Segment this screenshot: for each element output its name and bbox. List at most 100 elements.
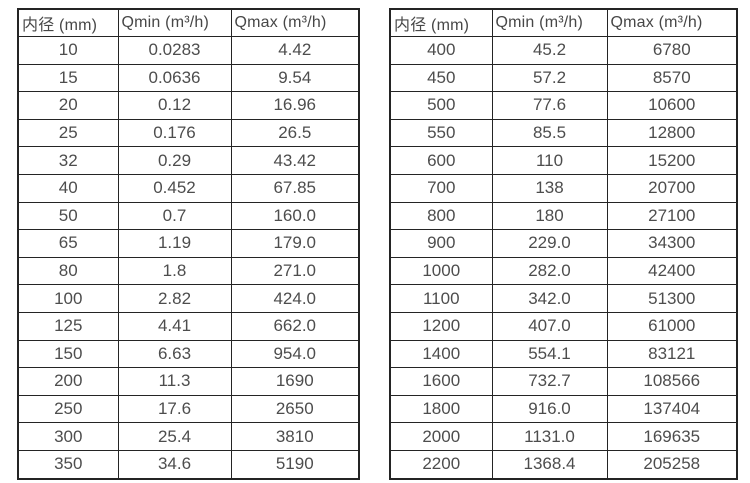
table-row: 20 0.12 16.96 bbox=[17, 91, 360, 120]
flow-table-large-diameters: 内径 (mm) Qmin (m³/h) Qmax (m³/h) 400 45.2 6… bbox=[389, 8, 738, 480]
table-cell: 50 bbox=[17, 201, 119, 231]
table-cell: 554.1 bbox=[491, 339, 608, 369]
table-cell: 80 bbox=[17, 256, 119, 286]
table-row: 600 110 15200 bbox=[389, 146, 738, 175]
table-row: 15 0.0636 9.54 bbox=[17, 63, 360, 93]
table-cell: 271.0 bbox=[230, 256, 360, 286]
table-row: 32 0.29 43.42 bbox=[17, 146, 360, 175]
table-row: 400 45.2 6780 bbox=[389, 36, 738, 65]
table-cell: 8570 bbox=[606, 63, 738, 93]
table-cell: 40 bbox=[17, 173, 119, 203]
table-row: 1600 732.7 108566 bbox=[389, 367, 738, 396]
table-cell: 20700 bbox=[606, 173, 738, 203]
table-cell: 1600 bbox=[389, 367, 493, 396]
table-cell: 229.0 bbox=[491, 229, 608, 258]
table-cell: 25.4 bbox=[117, 422, 232, 451]
table-cell: 125 bbox=[17, 311, 119, 341]
table-cell: 424.0 bbox=[230, 284, 360, 313]
table-cell: 138 bbox=[491, 173, 608, 203]
table-row: 2200 1368.4 205258 bbox=[389, 449, 738, 480]
table-row: 25 0.176 26.5 bbox=[17, 118, 360, 148]
table-cell: 57.2 bbox=[491, 63, 608, 93]
header-qmin: Qmin (m³/h) bbox=[491, 8, 608, 37]
header-inner-diameter: 内径 (mm) bbox=[389, 8, 493, 37]
table-cell: 1400 bbox=[389, 339, 493, 369]
table-cell: 137404 bbox=[606, 394, 738, 424]
table-cell: 0.0636 bbox=[117, 63, 232, 93]
table-row: 1400 554.1 83121 bbox=[389, 339, 738, 369]
table-row: 450 57.2 8570 bbox=[389, 63, 738, 93]
table-cell: 4.41 bbox=[117, 311, 232, 341]
table-cell: 1.8 bbox=[117, 256, 232, 286]
table-cell: 400 bbox=[389, 36, 493, 65]
table-cell: 1800 bbox=[389, 394, 493, 424]
table-cell: 10 bbox=[17, 36, 119, 65]
header-qmax: Qmax (m³/h) bbox=[606, 8, 738, 37]
table-row: 2000 1131.0 169635 bbox=[389, 422, 738, 451]
table-cell: 200 bbox=[17, 367, 119, 396]
table-row: 1100 342.0 51300 bbox=[389, 284, 738, 313]
table-cell: 160.0 bbox=[230, 201, 360, 231]
table-cell: 2.82 bbox=[117, 284, 232, 313]
table-cell: 0.7 bbox=[117, 201, 232, 231]
table-cell: 5190 bbox=[230, 449, 360, 480]
table-row: 100 2.82 424.0 bbox=[17, 284, 360, 313]
table-row: 65 1.19 179.0 bbox=[17, 229, 360, 258]
table-row: 200 11.3 1690 bbox=[17, 367, 360, 396]
table-cell: 4.42 bbox=[230, 36, 360, 65]
table-cell: 1368.4 bbox=[491, 449, 608, 480]
table-cell: 83121 bbox=[606, 339, 738, 369]
table-cell: 662.0 bbox=[230, 311, 360, 341]
table-row: 125 4.41 662.0 bbox=[17, 311, 360, 341]
table-row: 700 138 20700 bbox=[389, 173, 738, 203]
table-cell: 0.176 bbox=[117, 118, 232, 148]
table-cell: 407.0 bbox=[491, 311, 608, 341]
table-cell: 27100 bbox=[606, 201, 738, 231]
table-cell: 350 bbox=[17, 449, 119, 480]
table-row: 550 85.5 12800 bbox=[389, 118, 738, 148]
table-cell: 43.42 bbox=[230, 146, 360, 175]
table-cell: 550 bbox=[389, 118, 493, 148]
table-row: 500 77.6 10600 bbox=[389, 91, 738, 120]
table-cell: 85.5 bbox=[491, 118, 608, 148]
table-row: 80 1.8 271.0 bbox=[17, 256, 360, 286]
table-cell: 0.29 bbox=[117, 146, 232, 175]
table-body: 10 0.0283 4.42 15 0.0636 9.54 20 0.12 16.96 25 0.1… bbox=[17, 36, 360, 480]
table-cell: 100 bbox=[17, 284, 119, 313]
table-cell: 500 bbox=[389, 91, 493, 120]
table-row: 50 0.7 160.0 bbox=[17, 201, 360, 231]
table-cell: 2650 bbox=[230, 394, 360, 424]
table-cell: 65 bbox=[17, 229, 119, 258]
table-cell: 205258 bbox=[606, 449, 738, 480]
header-row: 内径 (mm) Qmin (m³/h) Qmax (m³/h) bbox=[17, 8, 360, 37]
table-cell: 45.2 bbox=[491, 36, 608, 65]
table-cell: 1000 bbox=[389, 256, 493, 286]
table-row: 1000 282.0 42400 bbox=[389, 256, 738, 286]
table-cell: 15200 bbox=[606, 146, 738, 175]
table-row: 1200 407.0 61000 bbox=[389, 311, 738, 341]
table-cell: 67.85 bbox=[230, 173, 360, 203]
flow-table-small-diameters: 内径 (mm) Qmin (m³/h) Qmax (m³/h) 10 0.0283… bbox=[17, 8, 360, 480]
table-row: 1800 916.0 137404 bbox=[389, 394, 738, 424]
table-cell: 6.63 bbox=[117, 339, 232, 369]
table-cell: 900 bbox=[389, 229, 493, 258]
table-cell: 800 bbox=[389, 201, 493, 231]
table-cell: 1690 bbox=[230, 367, 360, 396]
table-row: 10 0.0283 4.42 bbox=[17, 36, 360, 65]
table-cell: 34.6 bbox=[117, 449, 232, 480]
table-cell: 10600 bbox=[606, 91, 738, 120]
table-cell: 9.54 bbox=[230, 63, 360, 93]
table-row: 40 0.452 67.85 bbox=[17, 173, 360, 203]
table-cell: 42400 bbox=[606, 256, 738, 286]
table-cell: 3810 bbox=[230, 422, 360, 451]
table-cell: 169635 bbox=[606, 422, 738, 451]
header-qmin: Qmin (m³/h) bbox=[117, 8, 232, 37]
table-cell: 12800 bbox=[606, 118, 738, 148]
table-cell: 0.452 bbox=[117, 173, 232, 203]
table-cell: 11.3 bbox=[117, 367, 232, 396]
table-cell: 108566 bbox=[606, 367, 738, 396]
table-cell: 20 bbox=[17, 91, 119, 120]
table-cell: 300 bbox=[17, 422, 119, 451]
table-cell: 954.0 bbox=[230, 339, 360, 369]
